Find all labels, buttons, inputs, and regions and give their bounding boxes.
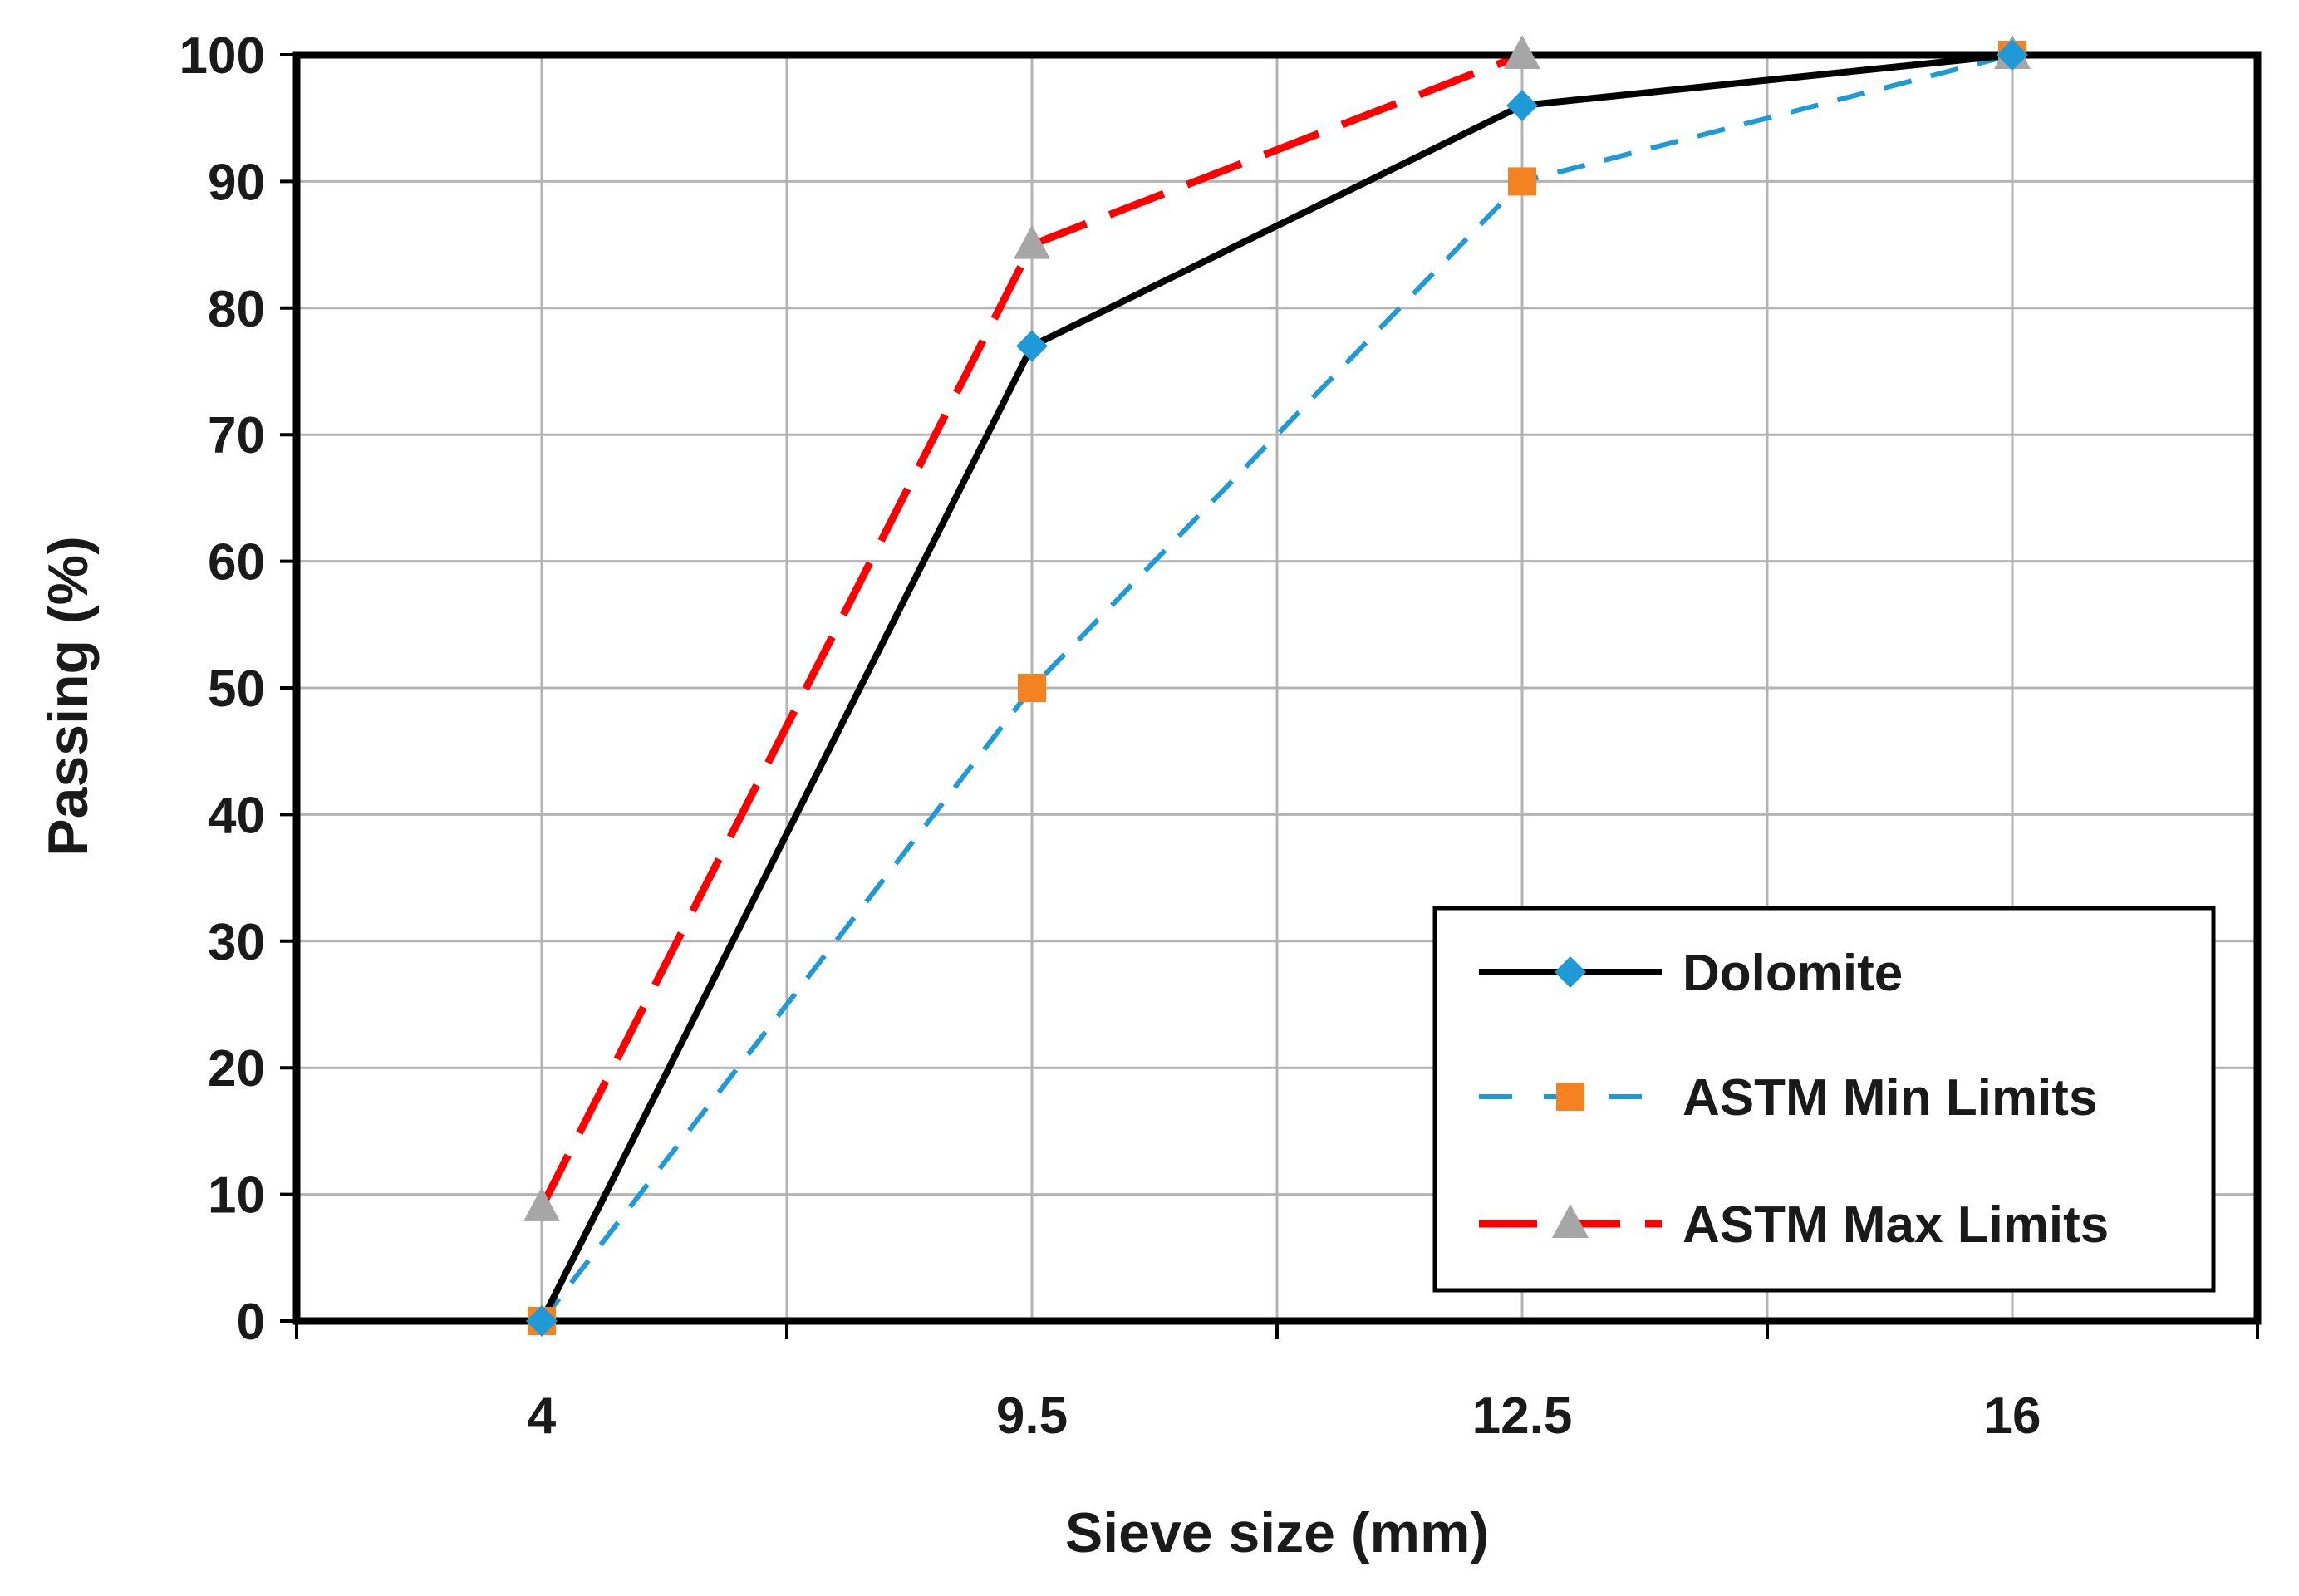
legend-marker-shape <box>1552 1204 1589 1238</box>
data-point-dolomite <box>1016 330 1048 362</box>
y-tick-label: 0 <box>237 1294 265 1351</box>
legend-marker-shape <box>1556 1083 1584 1111</box>
legend-marker-shape <box>1555 956 1586 988</box>
series-line-dolomite <box>538 52 2013 1323</box>
legend-marker-astm-min <box>1556 1083 1584 1111</box>
data-point-dolomite <box>526 1305 558 1337</box>
y-tick-labels: 0 10 20 30 40 50 60 70 80 90 100 <box>179 27 265 1351</box>
y-tick-label: 100 <box>179 27 265 85</box>
y-axis-title: Passing (%) <box>37 536 100 856</box>
x-tick-labels: 4 9.5 12.5 16 <box>528 1387 2041 1445</box>
y-tick-label: 30 <box>208 914 265 971</box>
series-line-astm-min-limits <box>539 52 2013 1323</box>
data-point-dolomite <box>1997 39 2028 71</box>
y-tick-label: 80 <box>208 281 265 338</box>
legend-item-astm-min: ASTM Min Limits <box>1479 1069 2097 1127</box>
series-markers <box>523 35 2031 1337</box>
x-tick-label: 4 <box>528 1387 557 1445</box>
legend-label-dolomite: Dolomite <box>1682 945 1903 1002</box>
data-point-astm-max-limits <box>1014 224 1050 259</box>
data-point-astm-max-limits <box>1504 35 1540 69</box>
legend-marker-dolomite <box>1555 956 1586 988</box>
x-tick-label: 12.5 <box>1472 1387 1573 1445</box>
y-tick-label: 10 <box>208 1167 265 1225</box>
x-axis-title: Sieve size (mm) <box>1065 1501 1489 1564</box>
x-tick-label: 9.5 <box>996 1387 1068 1445</box>
y-tick-label: 50 <box>208 660 265 718</box>
y-tick-label: 20 <box>208 1040 265 1098</box>
data-point-astm-max-limits <box>523 1186 560 1221</box>
data-point-astm-min-limits <box>1508 167 1536 196</box>
y-tick-label: 60 <box>208 534 265 592</box>
y-tick-label: 90 <box>208 154 265 211</box>
legend: Dolomite ASTM Min Limits ASTM Max Limits <box>1432 906 2216 1293</box>
legend-label-astm-min: ASTM Min Limits <box>1682 1069 2097 1127</box>
legend-marker-astm-max <box>1552 1204 1589 1238</box>
y-tick-label: 40 <box>208 787 265 844</box>
x-tick-label: 16 <box>1984 1387 2041 1445</box>
y-tick-label: 70 <box>208 407 265 464</box>
legend-item-astm-max: ASTM Max Limits <box>1479 1196 2109 1254</box>
data-point-dolomite <box>1506 89 1538 121</box>
legend-item-dolomite: Dolomite <box>1479 945 1903 1002</box>
legend-label-astm-max: ASTM Max Limits <box>1682 1196 2109 1254</box>
axes <box>280 53 2259 1339</box>
data-point-astm-min-limits <box>1018 674 1046 702</box>
